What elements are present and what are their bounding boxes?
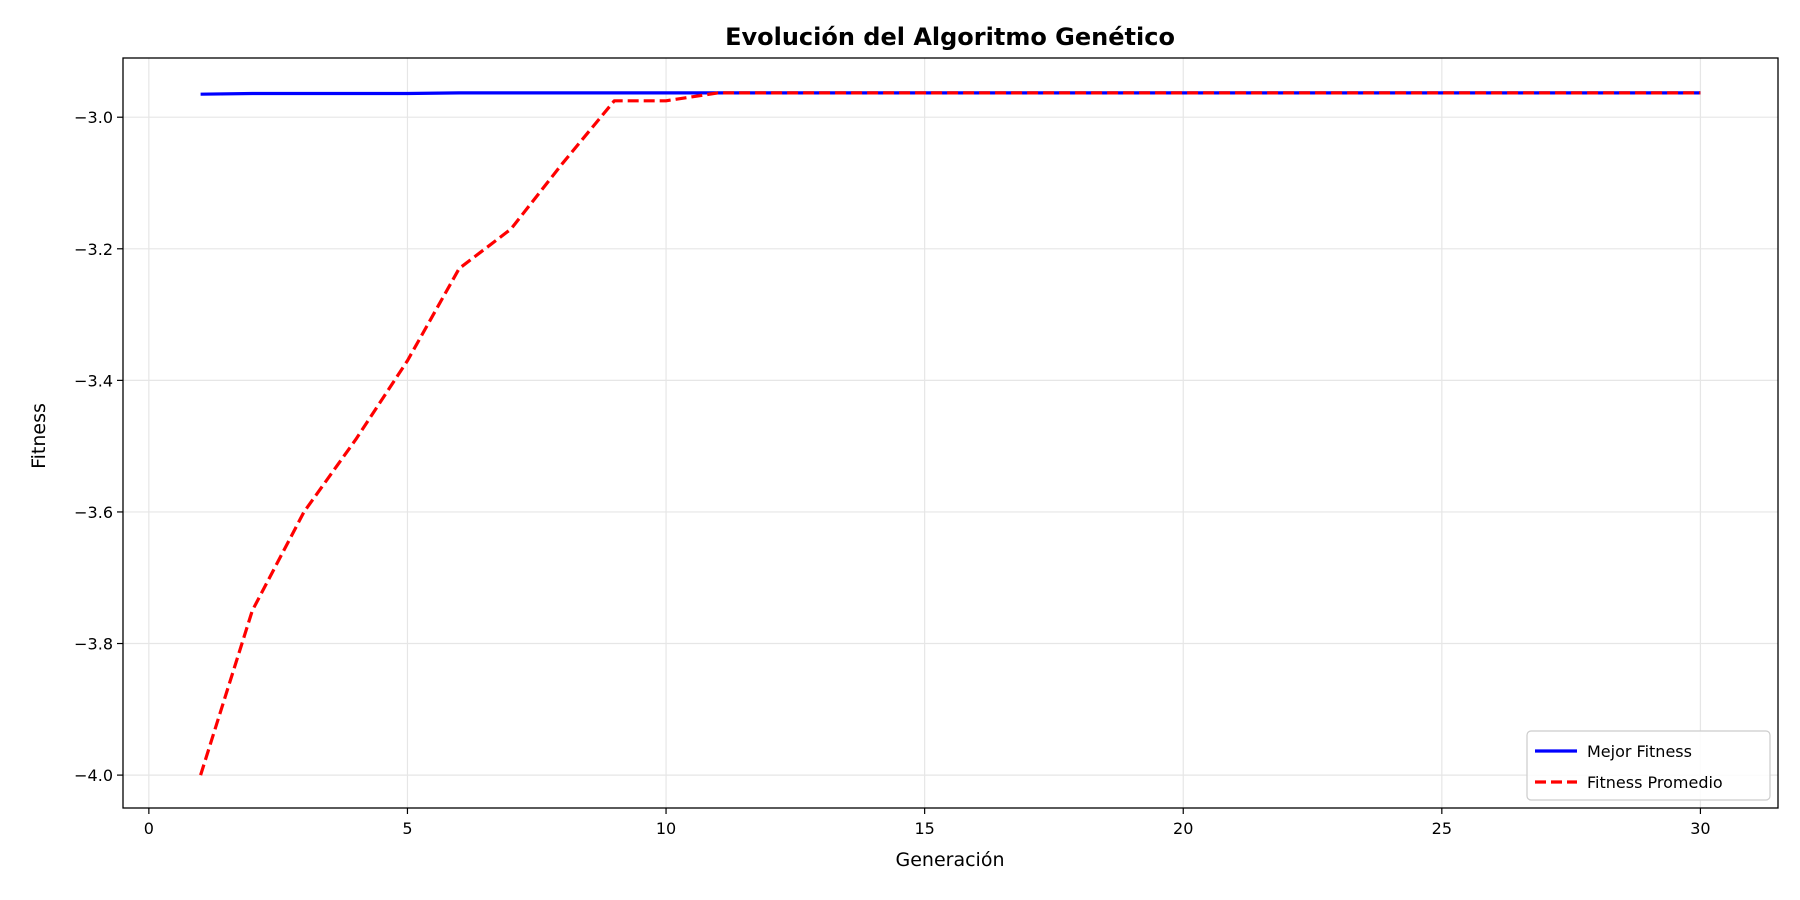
- legend-box: [1526, 730, 1771, 801]
- grid-lines: [123, 58, 1778, 808]
- legend: Mejor Fitness Fitness Promedio: [1526, 730, 1771, 801]
- x-tick-label: 30: [1690, 819, 1710, 838]
- x-tick-label: 5: [402, 819, 412, 838]
- y-tick-label: −4.0: [74, 766, 113, 785]
- y-tick-label: −3.2: [74, 240, 113, 259]
- chart-title: Evolución del Algoritmo Genético: [725, 23, 1175, 51]
- y-tick-label: −3.6: [74, 503, 113, 522]
- x-tick-label: 0: [144, 819, 154, 838]
- series-lines: [199, 91, 1701, 776]
- plot-frame: [122, 57, 1779, 809]
- y-tick-label: −3.4: [74, 371, 113, 390]
- x-tick-label: 10: [656, 819, 676, 838]
- x-axis-label: Generación: [896, 849, 1005, 871]
- y-tick-label: −3.8: [74, 635, 113, 654]
- x-tick-label: 15: [914, 819, 934, 838]
- legend-label: Fitness Promedio: [1587, 773, 1723, 792]
- legend-label: Mejor Fitness: [1587, 742, 1692, 761]
- axis-ticks: 0 5 10 15 20 25 30 −4.0 −3.8 −3.6 −3.4 −3.2 −3.0: [74, 108, 1710, 838]
- y-axis-label: Fitness: [28, 403, 50, 469]
- x-tick-label: 25: [1432, 819, 1452, 838]
- series-line-2: [199, 91, 1701, 776]
- y-tick-label: −3.0: [74, 108, 113, 127]
- x-tick-label: 20: [1173, 819, 1193, 838]
